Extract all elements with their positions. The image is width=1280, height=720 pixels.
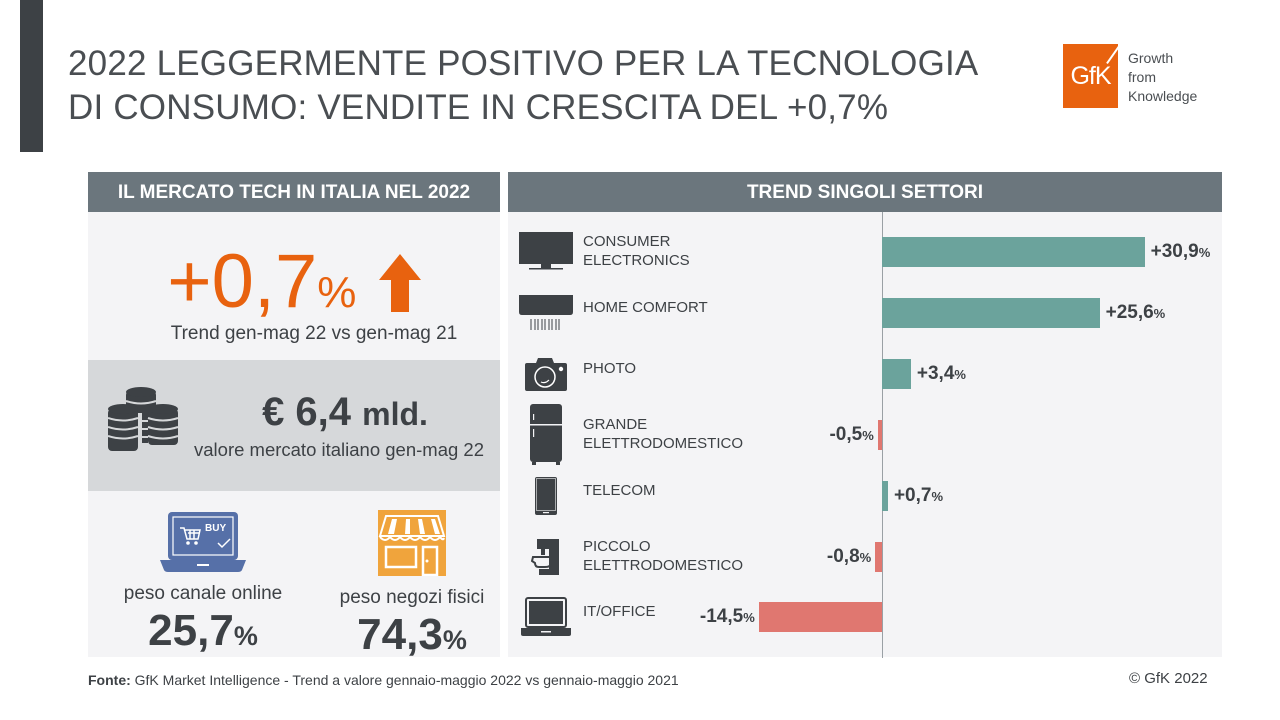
- online-channel: BUY peso canale online 25,7%: [103, 510, 303, 662]
- stores-channel: peso negozi fisici 74,3%: [312, 510, 512, 666]
- online-channel-value: 25,7%: [103, 605, 303, 662]
- category-label-line: ELETTRODOMESTICO: [583, 557, 744, 574]
- data-label-unit: %: [743, 610, 755, 625]
- data-label-value: -0,5: [829, 424, 863, 445]
- coffee-machine-icon: [518, 525, 574, 589]
- gfk-logo: GfK: [1063, 39, 1124, 108]
- category-label-line: TELECOM: [583, 481, 656, 499]
- smartphone-icon: [518, 464, 574, 528]
- bar: [882, 481, 888, 511]
- category-label: GRANDE ELETTRODOMESTICO: [583, 415, 743, 453]
- data-label: -0,5%: [829, 423, 873, 448]
- bar: [882, 298, 1100, 328]
- data-label-value: -14,5: [699, 606, 744, 627]
- logo-text: GfK: [1070, 62, 1111, 90]
- data-label-unit: %: [954, 367, 966, 382]
- trend-value: +0,7: [167, 239, 318, 324]
- category-label: PICCOLO ELETTRODOMESTICO: [583, 537, 743, 575]
- category-label: HOME COMFORT: [583, 298, 708, 317]
- data-label-value: +25,6: [1105, 302, 1154, 323]
- category-label: TELECOM: [583, 481, 656, 500]
- logo-slash: [1106, 39, 1124, 65]
- data-label: +25,6%: [1106, 301, 1166, 326]
- air-conditioner-icon: [518, 281, 574, 345]
- copyright: © GfK 2022: [1129, 670, 1208, 687]
- data-label-value: +3,4: [916, 363, 955, 384]
- category-label: IT/OFFICE: [583, 602, 656, 621]
- category-label-line: ELECTRONICS: [583, 252, 690, 269]
- market-value-amount: € 6,4: [262, 390, 352, 434]
- online-value-unit: %: [233, 621, 258, 651]
- market-value: € 6,4 mld.: [200, 390, 490, 435]
- data-label: +30,9%: [1151, 240, 1211, 265]
- title-accent-bar: [20, 0, 43, 152]
- left-panel-heading: IL MERCATO TECH IN ITALIA NEL 2022: [88, 172, 500, 212]
- trend-kpi: +0,7%: [88, 238, 500, 326]
- data-label-unit: %: [931, 489, 944, 504]
- tagline: Growth from Knowledge: [1128, 49, 1197, 106]
- laptop-icon: [518, 585, 574, 649]
- stores-value-number: 74,3: [357, 610, 443, 659]
- trend-unit: %: [317, 268, 357, 317]
- data-label-value: -0,8: [826, 546, 860, 567]
- buy-icon-text: BUY: [205, 523, 226, 534]
- chart-area: [508, 212, 1222, 657]
- category-label-line: PHOTO: [583, 359, 637, 377]
- chart-title: TREND SINGOLI SETTORI: [508, 172, 1222, 212]
- market-value-caption: valore mercato italiano gen-mag 22: [194, 439, 484, 460]
- category-label-line: HOME COMFORT: [583, 298, 708, 316]
- data-label-unit: %: [862, 428, 874, 443]
- laptop-buy-icon: BUY: [103, 510, 303, 577]
- category-label-line: GRANDE: [583, 416, 648, 433]
- bar: [882, 359, 911, 389]
- category-label-line: CONSUMER: [583, 233, 671, 250]
- bar: [882, 237, 1145, 267]
- data-label: -0,8%: [827, 545, 871, 570]
- coins-icon: [107, 387, 180, 460]
- fridge-icon: [518, 403, 574, 467]
- data-label: +3,4%: [917, 362, 966, 387]
- data-label: -14,5%: [700, 605, 755, 630]
- zero-axis-line: [882, 212, 883, 658]
- tagline-line: from: [1128, 69, 1156, 85]
- title-line-2: DI CONSUMO: VENDITE IN CRESCITA DEL +0,7…: [68, 88, 889, 127]
- category-label-line: IT/OFFICE: [583, 602, 656, 620]
- page-title: 2022 LEGGERMENTE POSITIVO PER LA TECNOLO…: [68, 42, 1058, 130]
- bar: [875, 542, 882, 572]
- category-label-line: PICCOLO: [583, 538, 651, 555]
- category-label-line: ELETTRODOMESTICO: [583, 435, 744, 452]
- online-value-number: 25,7: [148, 606, 234, 655]
- source-note: Fonte: GfK Market Intelligence - Trend a…: [88, 672, 679, 688]
- online-channel-label: peso canale online: [123, 583, 283, 604]
- source-text: GfK Market Intelligence - Trend a valore…: [130, 672, 679, 688]
- stores-value-unit: %: [442, 625, 467, 655]
- data-label-value: +0,7: [893, 485, 932, 506]
- market-value-unit: mld.: [362, 396, 428, 432]
- stores-channel-label: peso negozi fisici: [339, 587, 485, 608]
- tagline-line: Knowledge: [1128, 88, 1198, 104]
- data-label: +0,7%: [894, 484, 943, 509]
- tagline-line: Growth: [1128, 50, 1174, 66]
- bar: [877, 420, 882, 450]
- category-label: CONSUMER ELECTRONICS: [583, 232, 690, 270]
- data-label-unit: %: [1153, 306, 1166, 321]
- trend-caption: Trend gen-mag 22 vs gen-mag 21: [170, 323, 458, 344]
- up-arrow-icon: [378, 254, 421, 317]
- bar: [758, 602, 882, 632]
- category-label: PHOTO: [583, 359, 636, 378]
- data-label-unit: %: [859, 550, 872, 565]
- source-label: Fonte:: [88, 672, 131, 688]
- data-label-value: +30,9: [1150, 241, 1199, 262]
- camera-icon: [518, 342, 574, 406]
- stores-channel-value: 74,3%: [312, 609, 512, 666]
- tv-icon: [518, 220, 574, 284]
- shop-icon: [312, 510, 512, 581]
- title-line-1: 2022 LEGGERMENTE POSITIVO PER LA TECNOLO…: [68, 44, 979, 83]
- data-label-unit: %: [1198, 245, 1211, 260]
